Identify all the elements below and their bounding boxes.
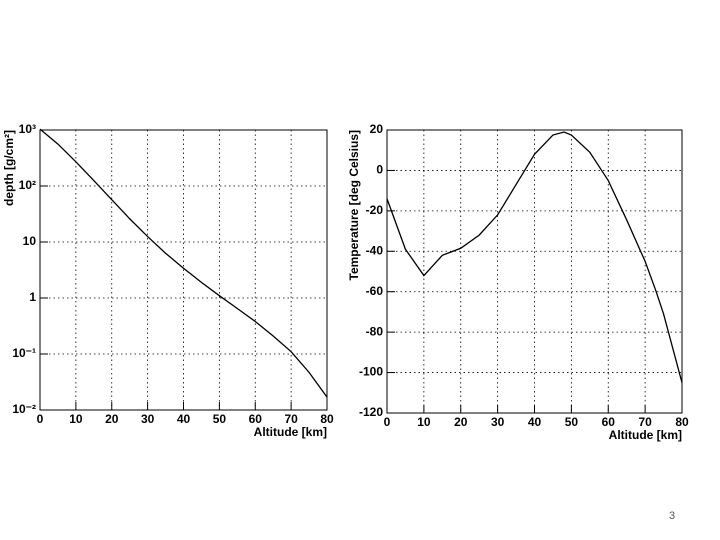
- y-tick-label: -100: [359, 365, 383, 379]
- x-tick-label: 50: [213, 412, 227, 426]
- x-tick-label: 10: [69, 412, 83, 426]
- y-tick-label: 10²: [19, 178, 36, 192]
- x-axis-label: Altitude [km]: [609, 428, 682, 442]
- x-tick-label: 40: [177, 412, 191, 426]
- y-tick-label: -120: [359, 405, 383, 419]
- x-tick-label: 80: [320, 412, 334, 426]
- x-tick-label: 50: [565, 415, 579, 429]
- y-tick-label: 20: [370, 122, 384, 136]
- y-tick-label: 10⁻¹: [12, 346, 36, 360]
- x-tick-label: 30: [491, 415, 505, 429]
- x-tick-label: 10: [417, 415, 431, 429]
- x-tick-label: 20: [105, 412, 119, 426]
- x-axis-label: Altitude [km]: [254, 425, 327, 439]
- y-tick-label: 10⁻²: [12, 402, 36, 416]
- y-tick-label: 1: [29, 290, 36, 304]
- x-tick-label: 60: [249, 412, 263, 426]
- page-number: 3: [669, 510, 675, 522]
- data-line: [386, 131, 683, 383]
- x-tick-label: 80: [675, 415, 689, 429]
- y-tick-label: 0: [376, 163, 383, 177]
- y-tick-label: -60: [366, 284, 384, 298]
- x-tick-label: 40: [528, 415, 542, 429]
- x-tick-label: 20: [454, 415, 468, 429]
- y-tick-label: -20: [366, 203, 384, 217]
- plot-frame: [386, 129, 683, 414]
- x-tick-label: 0: [384, 415, 391, 429]
- y-tick-label: -80: [366, 324, 384, 338]
- x-tick-label: 70: [284, 412, 298, 426]
- x-tick-label: 70: [638, 415, 652, 429]
- y-axis-label: depth [g/cm²]: [2, 130, 16, 206]
- y-tick-label: 10³: [19, 122, 36, 136]
- x-tick-label: 0: [37, 412, 44, 426]
- y-tick-label: 10: [23, 234, 37, 248]
- data-line: [39, 128, 328, 398]
- x-tick-label: 60: [602, 415, 616, 429]
- x-tick-label: 30: [141, 412, 155, 426]
- y-axis-label: Temperature [deg Celsius]: [347, 130, 361, 280]
- y-tick-label: -40: [366, 243, 384, 257]
